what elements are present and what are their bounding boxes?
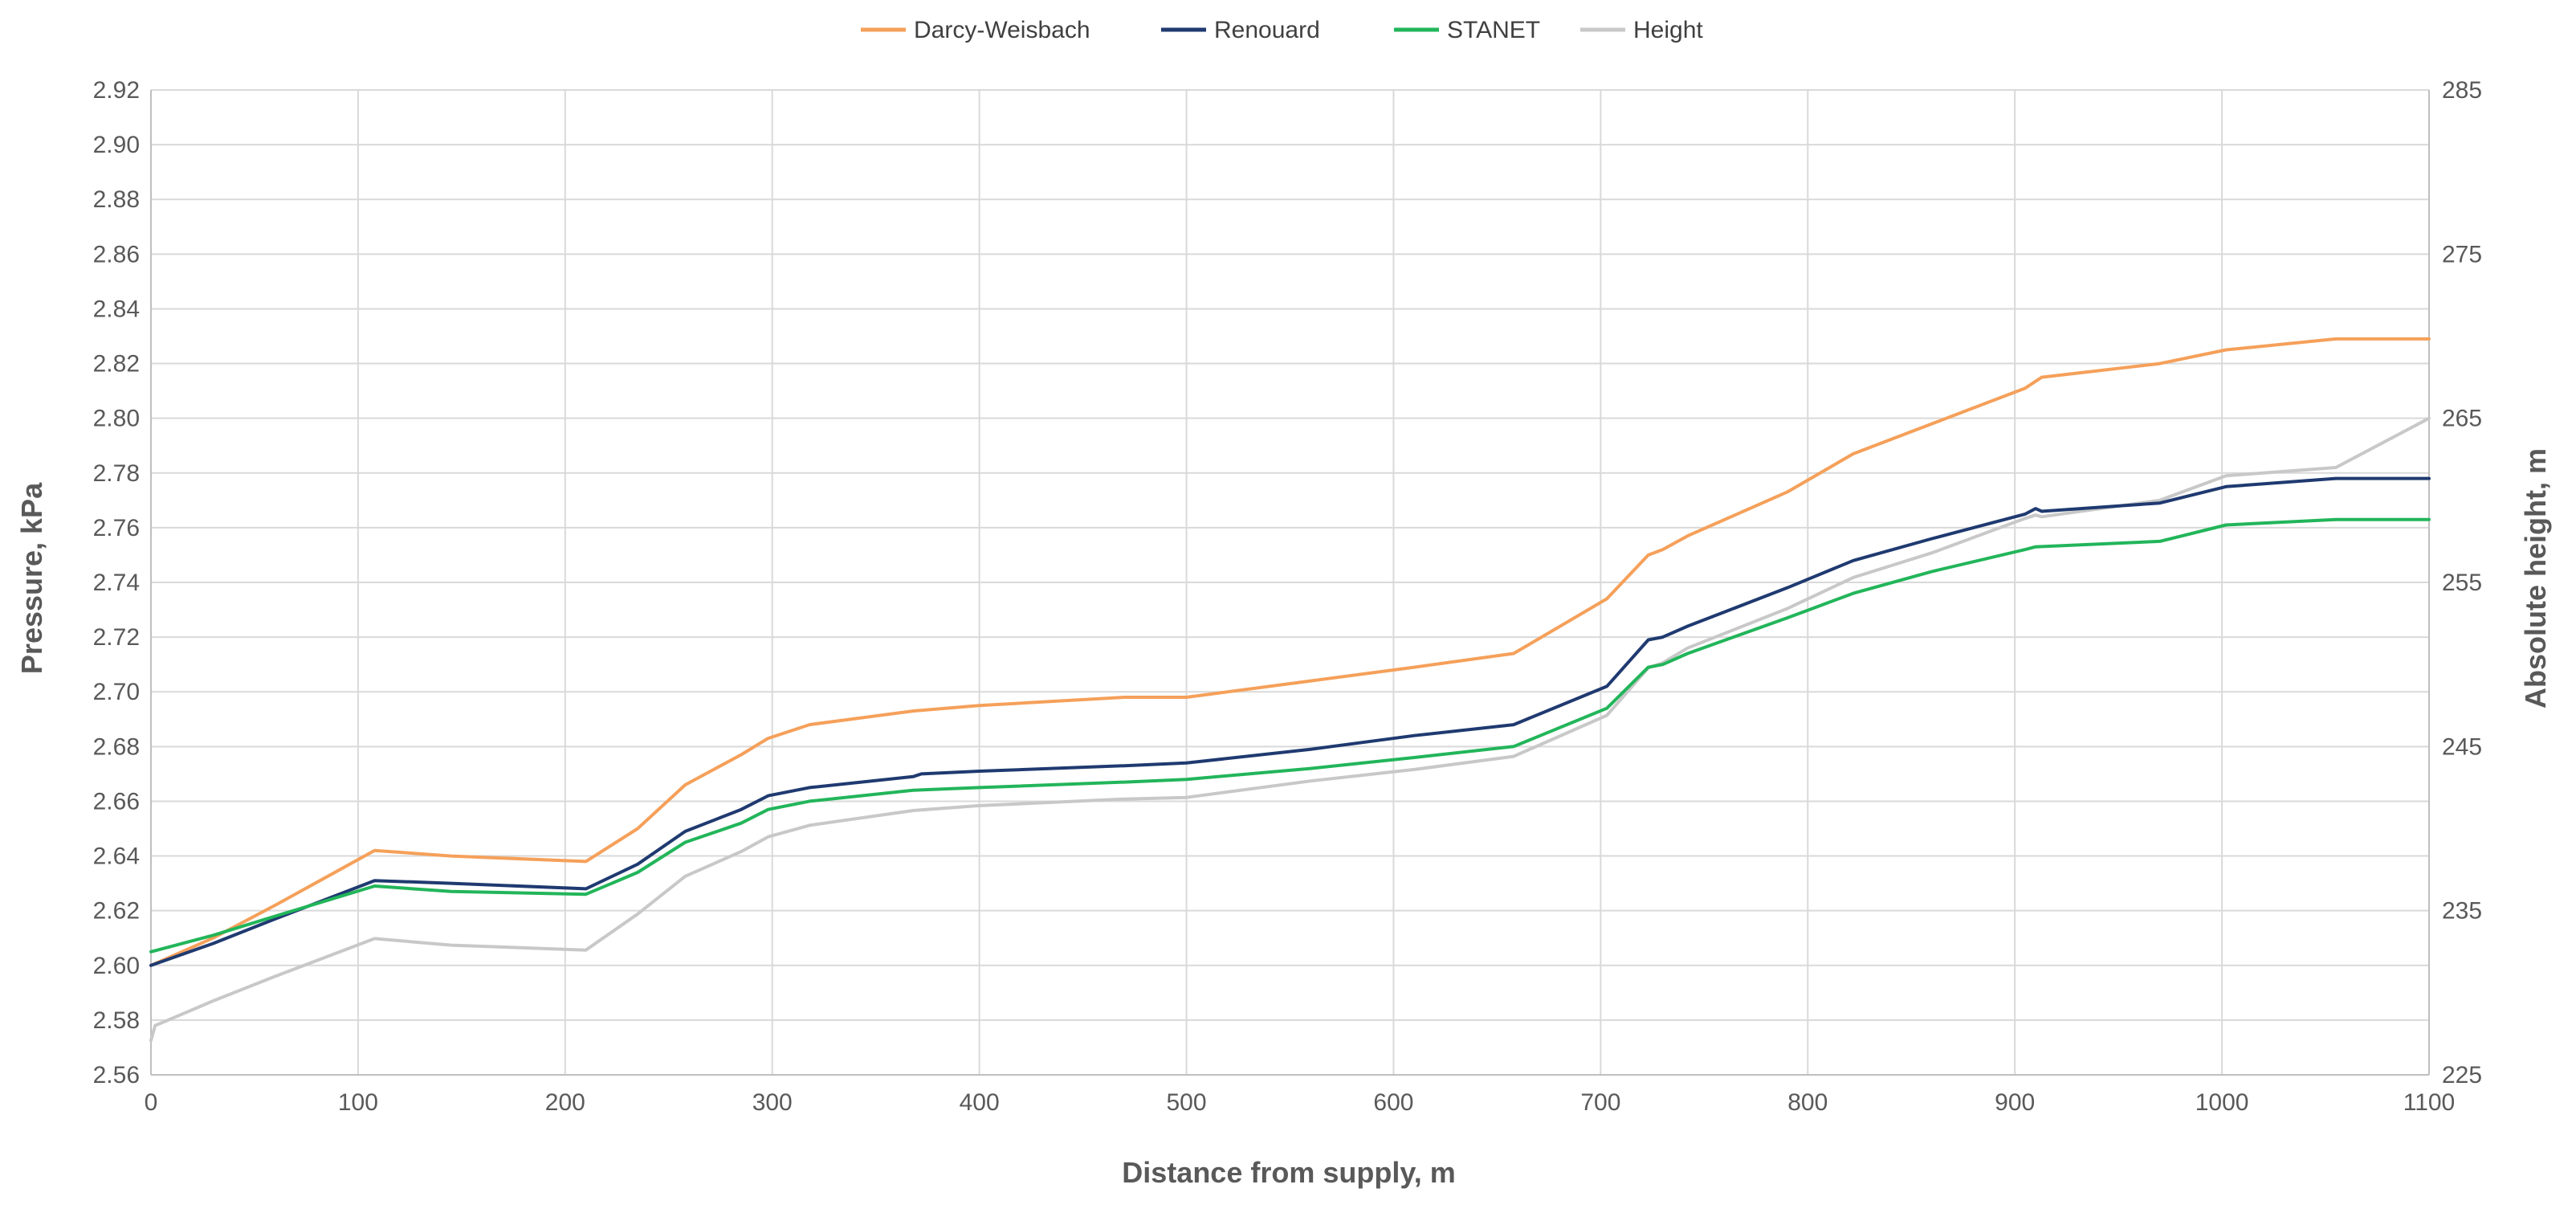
x-tick-label: 800 xyxy=(1787,1089,1828,1116)
y-left-tick-label: 2.76 xyxy=(93,515,140,541)
y-right-tick-label: 275 xyxy=(2442,241,2482,268)
y-left-tick-label: 2.74 xyxy=(93,570,140,596)
x-tick-label: 200 xyxy=(545,1089,585,1116)
y-left-tick-label: 2.58 xyxy=(93,1007,140,1034)
y-left-tick-label: 2.60 xyxy=(93,953,140,979)
y-left-tick-label: 2.62 xyxy=(93,898,140,925)
legend-item-renouard: Renouard xyxy=(1161,17,1320,43)
x-tick-label: 1000 xyxy=(2195,1089,2249,1116)
x-tick-label: 1100 xyxy=(2403,1089,2456,1116)
series-line-stanet xyxy=(149,517,2431,954)
legend-label: STANET xyxy=(1447,17,1540,43)
y-left-tick-label: 2.86 xyxy=(93,241,140,268)
y-right-tick-label: 255 xyxy=(2442,570,2482,596)
y-left-tick-label: 2.72 xyxy=(93,624,140,651)
legend-item-darcy-weisbach: Darcy-Weisbach xyxy=(861,17,1090,43)
y-left-tick-label: 2.88 xyxy=(93,186,140,213)
y-left-tick-label: 2.90 xyxy=(93,132,140,158)
x-tick-label: 0 xyxy=(145,1089,158,1116)
y-axis-right-title: Absolute height, m xyxy=(2519,448,2552,709)
y-left-tick-label: 2.84 xyxy=(93,296,140,322)
y-left-tick-label: 2.56 xyxy=(93,1062,140,1088)
y-axis-left-title: Pressure, kPa xyxy=(15,482,48,674)
y-left-tick-label: 2.70 xyxy=(93,679,140,705)
x-tick-label: 500 xyxy=(1167,1089,1207,1116)
x-tick-label: 400 xyxy=(960,1089,1000,1116)
y-left-tick-label: 2.64 xyxy=(93,843,140,870)
series-line-renouard xyxy=(149,476,2431,967)
x-tick-label: 600 xyxy=(1373,1089,1413,1116)
y-left-tick-label: 2.68 xyxy=(93,733,140,760)
gridlines xyxy=(150,89,2430,1076)
x-tick-label: 900 xyxy=(1995,1089,2035,1116)
tick-labels: 2.56 2.58 2.60 2.62 2.64 2.66 2.68 2.70 2.72 2.74… xyxy=(93,77,2482,1116)
legend: Darcy-Weisbach Renouard STANET Height xyxy=(861,17,1703,43)
legend-item-stanet: STANET xyxy=(1394,17,1540,43)
y-right-tick-label: 265 xyxy=(2442,406,2482,432)
legend-label: Renouard xyxy=(1214,17,1320,43)
series-line-height xyxy=(149,416,2431,1043)
axes xyxy=(150,90,2430,1076)
y-left-tick-label: 2.80 xyxy=(93,406,140,432)
legend-label: Darcy-Weisbach xyxy=(914,17,1090,43)
y-left-tick-label: 2.92 xyxy=(93,77,140,104)
series-line-darcy-weisbach xyxy=(149,337,2431,967)
y-right-tick-label: 245 xyxy=(2442,733,2482,760)
legend-label: Height xyxy=(1633,17,1703,43)
y-left-tick-label: 2.82 xyxy=(93,351,140,378)
y-left-tick-label: 2.66 xyxy=(93,788,140,815)
x-tick-label: 300 xyxy=(752,1089,793,1116)
x-tick-label: 100 xyxy=(338,1089,378,1116)
x-tick-label: 700 xyxy=(1580,1089,1620,1116)
y-right-tick-label: 225 xyxy=(2442,1062,2482,1088)
legend-item-height: Height xyxy=(1580,17,1703,43)
y-right-tick-label: 235 xyxy=(2442,898,2482,925)
y-right-tick-label: 285 xyxy=(2442,77,2482,104)
y-left-tick-label: 2.78 xyxy=(93,460,140,487)
series-lines xyxy=(149,337,2431,1043)
x-axis-title: Distance from supply, m xyxy=(1122,1156,1455,1189)
